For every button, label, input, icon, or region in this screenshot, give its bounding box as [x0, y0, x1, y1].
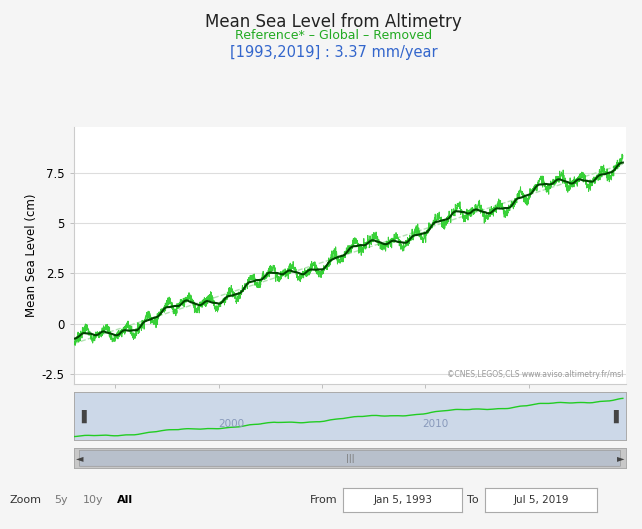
FancyBboxPatch shape [80, 450, 620, 466]
Y-axis label: Mean Sea Level (cm): Mean Sea Level (cm) [24, 194, 38, 317]
Text: From: From [309, 495, 337, 505]
Text: |||: ||| [345, 454, 354, 463]
Text: [1993,2019] : 3.37 mm/year: [1993,2019] : 3.37 mm/year [230, 45, 438, 60]
Text: All: All [117, 495, 134, 505]
Text: ◄: ◄ [76, 453, 83, 463]
Text: ▌: ▌ [614, 409, 623, 423]
Text: Jul 5, 2019: Jul 5, 2019 [513, 495, 569, 505]
Text: To: To [467, 495, 478, 505]
Text: ►: ► [617, 453, 624, 463]
Text: Jan 5, 1993: Jan 5, 1993 [374, 495, 432, 505]
Text: Zoom: Zoom [10, 495, 42, 505]
Text: Reference* – Global – Removed: Reference* – Global – Removed [235, 29, 433, 42]
Text: 5y: 5y [54, 495, 68, 505]
Text: Mean Sea Level from Altimetry: Mean Sea Level from Altimetry [205, 13, 462, 31]
Text: 10y: 10y [83, 495, 103, 505]
Text: 2000: 2000 [218, 419, 244, 430]
Text: 2010: 2010 [422, 419, 449, 430]
Text: ©CNES,LEGOS,CLS www.aviso.altimetry.fr/msl: ©CNES,LEGOS,CLS www.aviso.altimetry.fr/m… [447, 370, 623, 379]
Text: ▐: ▐ [76, 409, 86, 423]
